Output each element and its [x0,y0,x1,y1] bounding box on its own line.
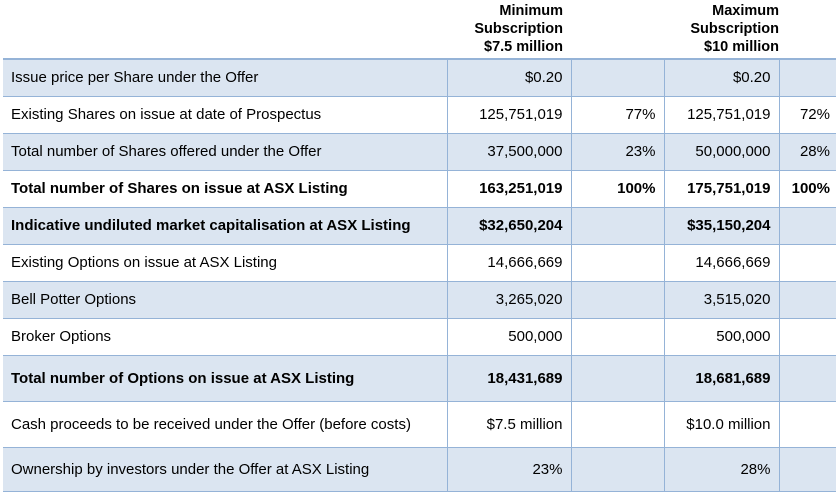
max-percent-cell [779,244,836,282]
min-value-cell: 125,751,019 [447,96,572,134]
row-label: Broker Options [3,318,448,356]
max-value-cell: 175,751,019 [664,170,780,208]
min-value-cell: 23% [447,447,572,492]
header-min-line2: Subscription [474,21,563,37]
table-row-total-options: Total number of Options on issue at ASX … [3,355,836,402]
min-percent-cell [571,355,665,402]
header-max-line1: Maximum [712,3,779,19]
min-value-cell: $7.5 million [447,401,572,448]
max-value-cell: 14,666,669 [664,244,780,282]
min-percent-cell [571,318,665,356]
min-percent-cell [571,401,665,448]
row-label: Bell Potter Options [3,281,448,319]
table-row-total-shares: Total number of Shares on issue at ASX L… [3,170,836,208]
row-label: Total number of Options on issue at ASX … [3,355,448,402]
header-maximum-subscription: Maximum Subscription $10 million [664,2,779,60]
table-row: Broker Options 500,000 500,000 [3,318,836,356]
max-value-cell: 28% [664,447,780,492]
max-percent-cell: 28% [779,133,836,171]
max-value-cell: $35,150,204 [664,207,780,245]
row-label: Ownership by investors under the Offer a… [3,447,448,492]
max-value-cell: 125,751,019 [664,96,780,134]
table-header-row: Minimum Subscription $7.5 million Maximu… [3,2,836,60]
table-row: Existing Shares on issue at date of Pros… [3,96,836,134]
table-row: Issue price per Share under the Offer $0… [3,59,836,97]
max-percent-cell: 100% [779,170,836,208]
max-percent-cell: 72% [779,96,836,134]
max-percent-cell [779,59,836,97]
min-percent-cell [571,59,665,97]
max-value-cell: 50,000,000 [664,133,780,171]
min-percent-cell [571,447,665,492]
min-value-cell: 14,666,669 [447,244,572,282]
min-percent-cell [571,281,665,319]
min-value-cell: 163,251,019 [447,170,572,208]
min-value-cell: 37,500,000 [447,133,572,171]
min-percent-cell: 100% [571,170,665,208]
max-value-cell: $0.20 [664,59,780,97]
max-value-cell: 18,681,689 [664,355,780,402]
table-row: Existing Options on issue at ASX Listing… [3,244,836,282]
max-percent-cell [779,447,836,492]
header-max-line2: Subscription [690,21,779,37]
min-value-cell: $0.20 [447,59,572,97]
min-percent-cell [571,244,665,282]
header-blank-cell [571,2,664,60]
min-percent-cell: 77% [571,96,665,134]
max-value-cell: $10.0 million [664,401,780,448]
row-label: Cash proceeds to be received under the O… [3,401,448,448]
table-row: Total number of Shares offered under the… [3,133,836,171]
row-label: Existing Options on issue at ASX Listing [3,244,448,282]
max-percent-cell [779,318,836,356]
offer-statistics-table: Minimum Subscription $7.5 million Maximu… [3,2,836,492]
row-label: Total number of Shares on issue at ASX L… [3,170,448,208]
header-minimum-subscription: Minimum Subscription $7.5 million [447,2,571,60]
max-percent-cell [779,207,836,245]
header-min-line3: $7.5 million [484,39,563,55]
table-row: Ownership by investors under the Offer a… [3,447,836,492]
min-value-cell: 3,265,020 [447,281,572,319]
row-label: Total number of Shares offered under the… [3,133,448,171]
max-percent-cell [779,281,836,319]
max-percent-cell [779,401,836,448]
table-row: Bell Potter Options 3,265,020 3,515,020 [3,281,836,319]
min-percent-cell: 23% [571,133,665,171]
header-blank-cell [779,2,836,60]
row-label: Indicative undiluted market capitalisati… [3,207,448,245]
min-value-cell: 18,431,689 [447,355,572,402]
row-label: Existing Shares on issue at date of Pros… [3,96,448,134]
max-value-cell: 3,515,020 [664,281,780,319]
min-value-cell: $32,650,204 [447,207,572,245]
table-row-market-cap: Indicative undiluted market capitalisati… [3,207,836,245]
max-value-cell: 500,000 [664,318,780,356]
header-blank-cell [3,2,447,60]
min-value-cell: 500,000 [447,318,572,356]
row-label: Issue price per Share under the Offer [3,59,448,97]
header-max-line3: $10 million [704,39,779,55]
header-min-line1: Minimum [499,3,563,19]
max-percent-cell [779,355,836,402]
min-percent-cell [571,207,665,245]
table-row: Cash proceeds to be received under the O… [3,401,836,448]
